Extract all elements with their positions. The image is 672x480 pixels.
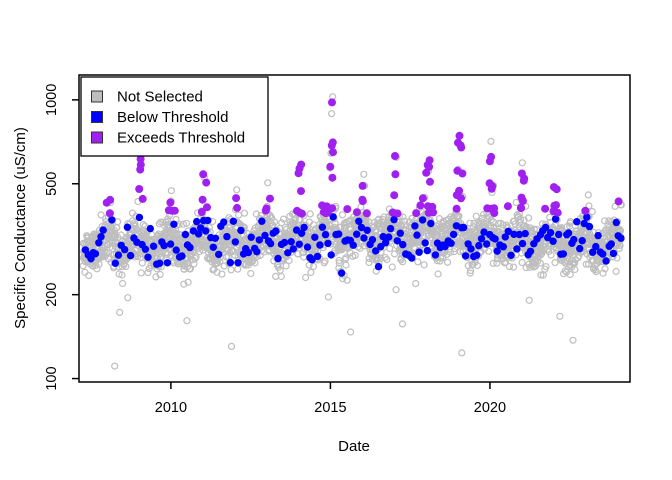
legend-label-not-selected: Not Selected: [117, 89, 203, 106]
legend-label-exceeds-threshold: Exceeds Threshold: [117, 130, 245, 147]
y-tick-label: 1000: [44, 84, 60, 116]
legend-item-below-threshold: Below Threshold: [91, 109, 228, 126]
y-tick-label: 100: [44, 366, 60, 390]
below-threshold-swatch-icon: [91, 111, 103, 123]
x-axis-title: Date: [338, 438, 370, 455]
series-exceeds-threshold: [102, 98, 623, 218]
y-axis-title: Specific Conductance (uS/cm): [12, 127, 29, 329]
legend: Not Selected Below Threshold Exceeds Thr…: [80, 76, 269, 157]
legend-item-not-selected: Not Selected: [91, 89, 203, 106]
x-tick-label: 2015: [314, 400, 346, 416]
y-tick-label: 500: [44, 172, 60, 196]
exceeds-threshold-swatch-icon: [91, 131, 103, 144]
legend-item-exceeds-threshold: Exceeds Threshold: [91, 130, 245, 147]
x-tick-label: 2010: [155, 400, 187, 416]
x-axis: 2010 2015 2020: [155, 382, 506, 416]
legend-box: [80, 76, 269, 157]
not-selected-swatch-icon: [91, 90, 103, 103]
plot-border: [78, 74, 631, 383]
y-axis: 100 200 500 1000: [44, 84, 79, 391]
y-tick-label: 200: [44, 283, 60, 307]
x-tick-label: 2020: [474, 400, 506, 416]
series-below-threshold: [81, 213, 625, 277]
legend-label-below-threshold: Below Threshold: [117, 109, 228, 126]
